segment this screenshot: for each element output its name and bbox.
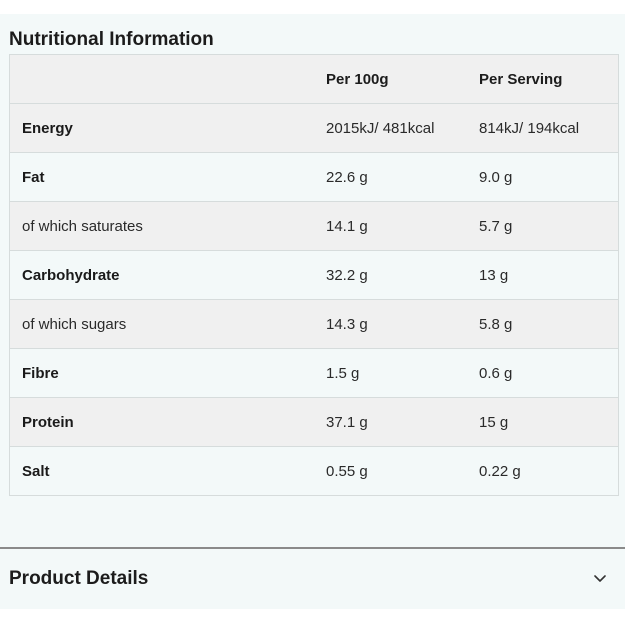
nutrient-name: Protein [9,397,314,447]
value-per-100g: 2015kJ/ 481kcal [314,103,467,153]
value-per-serving: 15 g [467,397,619,447]
value-per-100g: 1.5 g [314,348,467,398]
nutrient-name: Energy [9,103,314,153]
nutrition-table: Per 100g Per Serving Energy 2015kJ/ 481kc… [9,54,619,496]
table-row: Fat 22.6 g 9.0 g [9,152,619,202]
nutrient-name: Carbohydrate [9,250,314,300]
table-row: Energy 2015kJ/ 481kcal 814kJ/ 194kcal [9,103,619,153]
value-per-100g: 0.55 g [314,446,467,496]
header-per-serving: Per Serving [467,54,619,104]
value-per-100g: 32.2 g [314,250,467,300]
header-nutrient [9,54,314,104]
nutrient-name: of which saturates [9,201,314,251]
header-per-100g: Per 100g [314,54,467,104]
value-per-serving: 0.22 g [467,446,619,496]
table-row: of which sugars 14.3 g 5.8 g [9,299,619,349]
nutrition-panel: Nutritional Information Per 100g Per Ser… [0,14,625,547]
value-per-serving: 13 g [467,250,619,300]
table-row: Carbohydrate 32.2 g 13 g [9,250,619,300]
value-per-serving: 5.7 g [467,201,619,251]
table-row: Protein 37.1 g 15 g [9,397,619,447]
product-details-toggle[interactable]: Product Details [0,549,625,609]
table-row: Fibre 1.5 g 0.6 g [9,348,619,398]
nutrient-name: Fibre [9,348,314,398]
nutrition-title: Nutritional Information [9,29,214,50]
nutrient-name: Salt [9,446,314,496]
table-row: of which saturates 14.1 g 5.7 g [9,201,619,251]
value-per-serving: 9.0 g [467,152,619,202]
table-header-row: Per 100g Per Serving [9,54,619,104]
nutrition-table-body: Energy 2015kJ/ 481kcal 814kJ/ 194kcal Fat 22… [9,103,619,496]
value-per-100g: 37.1 g [314,397,467,447]
value-per-serving: 814kJ/ 194kcal [467,103,619,153]
section-divider [0,547,625,549]
value-per-100g: 14.1 g [314,201,467,251]
value-per-serving: 0.6 g [467,348,619,398]
product-details-label: Product Details [9,568,149,589]
nutrient-name: Fat [9,152,314,202]
table-row: Salt 0.55 g 0.22 g [9,446,619,496]
chevron-down-icon[interactable] [593,572,607,586]
value-per-100g: 14.3 g [314,299,467,349]
nutrient-name: of which sugars [9,299,314,349]
value-per-100g: 22.6 g [314,152,467,202]
value-per-serving: 5.8 g [467,299,619,349]
